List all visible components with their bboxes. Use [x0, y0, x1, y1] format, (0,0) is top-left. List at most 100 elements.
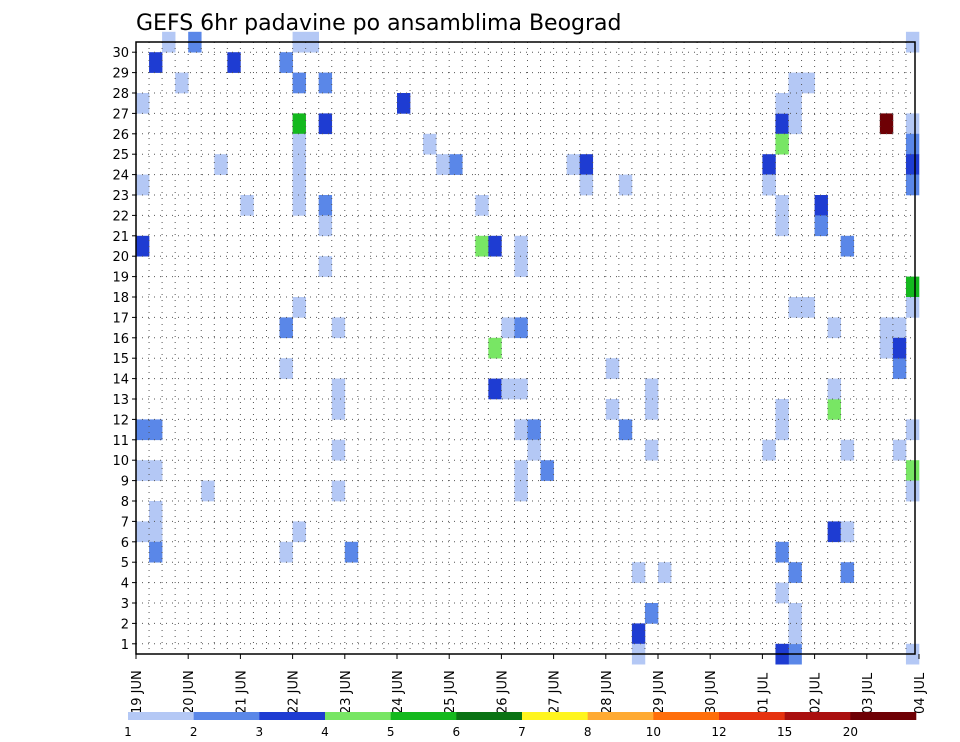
- heatmap-cell: [201, 480, 215, 502]
- heatmap-cell: [149, 541, 163, 563]
- x-tick-label: 26 JUN: [495, 670, 510, 714]
- y-tick-label: 30: [112, 46, 129, 61]
- heatmap-cell: [214, 154, 228, 175]
- color-scale-swatch: [784, 712, 851, 720]
- y-tick-label: 28: [112, 87, 129, 102]
- heatmap-cell: [827, 317, 841, 339]
- heatmap-cell: [514, 235, 528, 257]
- color-scale-label: 5: [387, 725, 395, 739]
- heatmap-cell: [436, 154, 450, 175]
- heatmap-cell: [149, 460, 163, 481]
- color-scale-label: 7: [518, 725, 526, 739]
- heatmap-cell: [814, 195, 828, 216]
- y-tick-label: 13: [112, 393, 129, 408]
- heatmap-cell: [840, 235, 855, 257]
- heatmap-cell: [827, 378, 841, 400]
- heatmap-cell: [136, 235, 150, 257]
- heatmap-cell: [840, 521, 855, 543]
- gridlines: [136, 42, 915, 654]
- color-scale-swatch: [522, 712, 588, 720]
- x-tick-label: 21 JUN: [234, 670, 249, 714]
- heatmap-cell: [892, 317, 907, 339]
- heatmap-cell: [658, 562, 672, 583]
- heatmap-cell: [879, 317, 894, 339]
- heatmap-cell: [905, 154, 920, 175]
- heatmap-cell: [331, 378, 346, 400]
- heatmap-cell: [762, 174, 776, 196]
- heatmap-cell: [788, 562, 802, 583]
- y-tick-label: 20: [112, 250, 129, 265]
- x-tick-label: 30 JUN: [704, 670, 719, 714]
- heatmap-cell: [775, 133, 789, 155]
- color-scale-label: 15: [777, 725, 792, 739]
- heatmap-cell: [618, 419, 633, 441]
- heatmap-cell: [892, 337, 907, 359]
- heatmap-cell: [227, 52, 241, 73]
- heatmap-cell: [644, 603, 659, 624]
- heatmap-cell: [892, 358, 907, 379]
- x-tick-label: 01 JUL: [756, 672, 771, 714]
- heatmap-cell: [136, 174, 150, 196]
- heatmap-cell: [292, 297, 306, 318]
- x-tick-label: 03 JUL: [861, 672, 876, 714]
- heatmap-cell: [292, 133, 306, 155]
- color-scale-swatch: [259, 712, 326, 720]
- heatmap-cell: [514, 480, 528, 502]
- heatmap-cell: [605, 399, 620, 420]
- heatmap-cell: [292, 72, 306, 94]
- y-tick-label: 25: [112, 148, 129, 163]
- color-scale-label: 1: [124, 725, 132, 739]
- color-scale-swatch: [456, 712, 523, 720]
- heatmap-cell: [827, 521, 841, 543]
- color-scale-label: 12: [711, 725, 726, 739]
- heatmap-cell: [762, 439, 776, 461]
- heatmap-cell: [488, 337, 502, 359]
- color-scale-swatch: [719, 712, 785, 720]
- y-tick-label: 9: [121, 475, 129, 490]
- heatmap-cell: [397, 93, 411, 114]
- heatmap-cell: [879, 337, 894, 359]
- heatmap-cell: [331, 317, 346, 339]
- heatmap-cell: [318, 256, 333, 277]
- heatmap-cell: [566, 154, 580, 175]
- heatmap-cell: [279, 541, 293, 563]
- heatmap-cell: [292, 521, 306, 543]
- color-scale-swatch: [128, 712, 194, 720]
- heatmap-cell: [475, 195, 489, 216]
- heatmap-cell: [644, 378, 659, 400]
- heatmap-cell: [318, 195, 333, 216]
- heatmap-cell: [514, 317, 528, 339]
- heatmap-cell: [240, 195, 254, 216]
- y-tick-label: 23: [112, 189, 129, 204]
- heatmap-cell: [618, 174, 633, 196]
- color-scale-swatch: [587, 712, 654, 720]
- y-tick-label: 14: [112, 373, 129, 388]
- heatmap-cell: [644, 439, 659, 461]
- heatmap-cell: [501, 317, 515, 339]
- y-tick-label: 8: [121, 495, 129, 510]
- heatmap-cell: [136, 521, 150, 543]
- heatmap-cell: [788, 113, 802, 135]
- heatmap-cell: [514, 378, 528, 400]
- heatmap-cell: [149, 419, 163, 441]
- y-tick-label: 21: [112, 230, 129, 245]
- heatmap-cell: [788, 72, 802, 94]
- heatmap-cell: [318, 215, 333, 237]
- heatmap-cell: [775, 419, 789, 441]
- x-tick-label: 27 JUN: [548, 670, 563, 714]
- color-scale-swatch: [193, 712, 260, 720]
- plot-frame: [135, 41, 916, 655]
- y-tick-label: 3: [121, 597, 129, 612]
- heatmap-cell: [279, 358, 293, 379]
- color-scale-swatch: [653, 712, 720, 720]
- heatmap-cell: [279, 52, 293, 73]
- color-scale-bar: 1 2 3 4 5 6 7 8 10 12 15 20: [124, 712, 917, 739]
- heatmap-cell: [423, 133, 437, 155]
- heatmap-cell: [905, 174, 920, 196]
- x-tick-labels: 19 JUN 20 JUN 21 JUN 22 JUN 23 JUN 24 JUN 25 J…: [130, 654, 928, 714]
- chart-title: GEFS 6hr padavine po ansamblima Beograd: [136, 11, 622, 36]
- heatmap-cell: [775, 113, 789, 135]
- heatmap-cell: [449, 154, 463, 175]
- heatmap-cell: [279, 317, 293, 339]
